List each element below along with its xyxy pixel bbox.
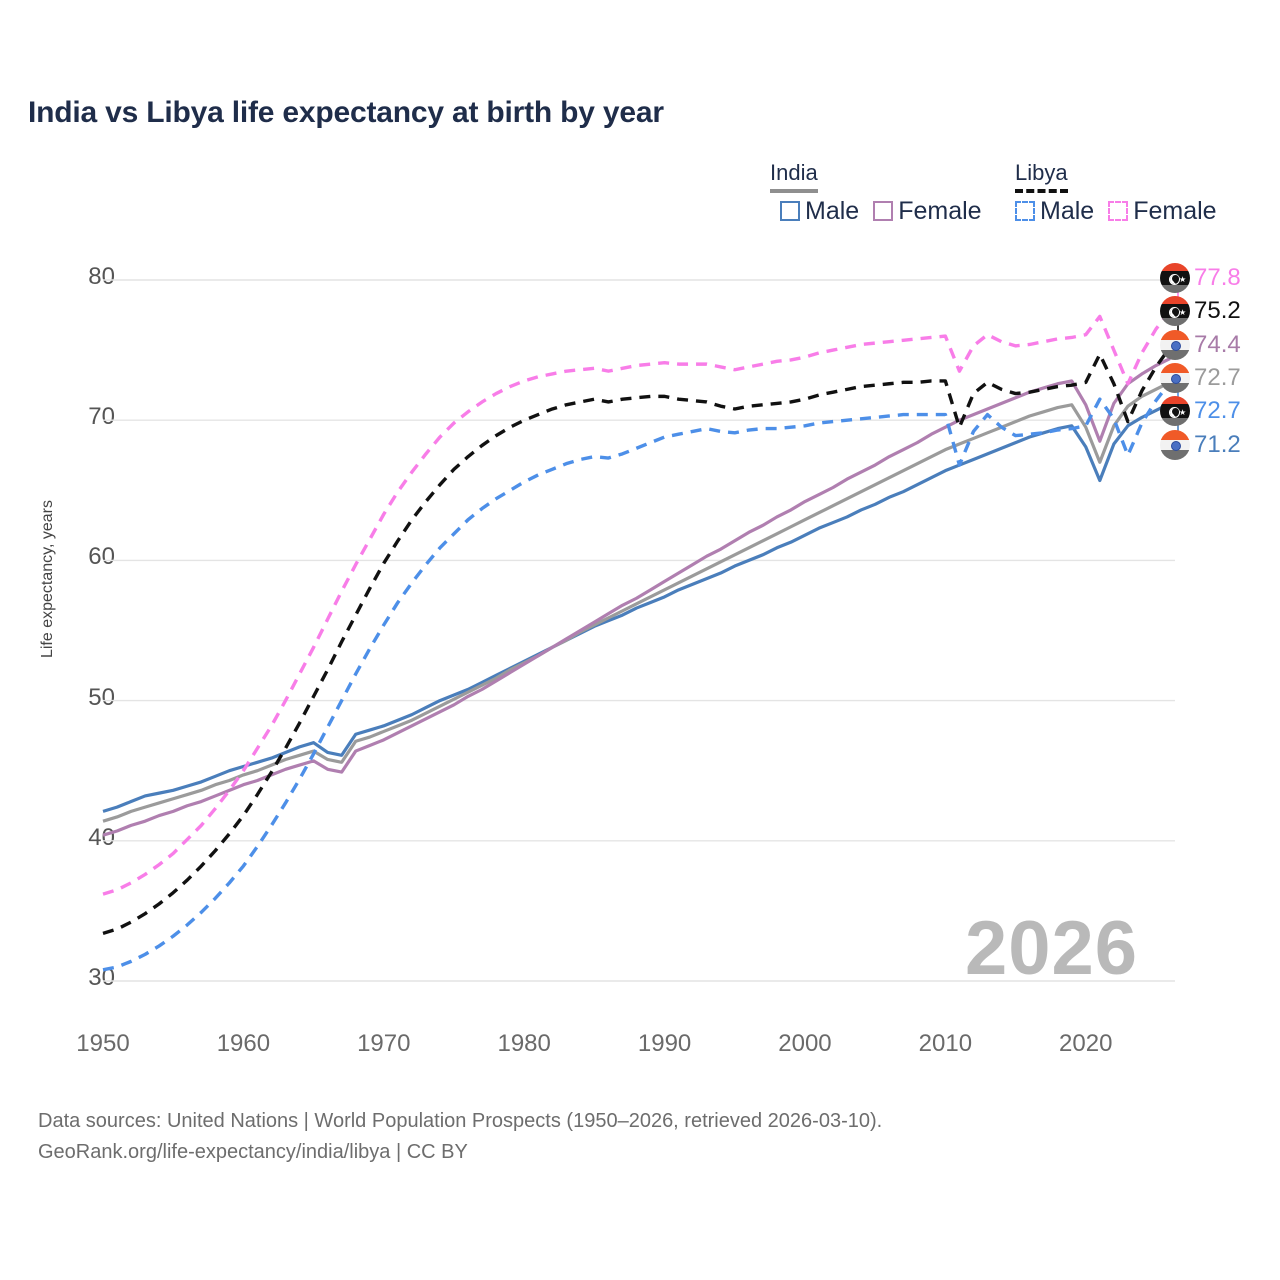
libya-flag-icon: ★ [1160, 396, 1190, 426]
end-label: 72.7 [1160, 363, 1241, 393]
footer-line-sources: Data sources: United Nations | World Pop… [38, 1110, 883, 1132]
end-label-value: 72.7 [1194, 397, 1241, 424]
square-dashed-outline-icon [1015, 201, 1035, 221]
end-label-value: 77.8 [1194, 264, 1241, 291]
end-label: 74.4 [1160, 330, 1241, 360]
end-label: 71.2 [1160, 430, 1241, 460]
legend-item-india-female[interactable]: Female [873, 197, 982, 225]
chart-footer: Data sources: United Nations | World Pop… [38, 1106, 882, 1168]
footer-line-attribution: GeoRank.org/life-expectancy/india/libya … [38, 1141, 468, 1163]
x-axis-tick-label: 2020 [1059, 1030, 1113, 1057]
x-axis-tick-label: 1990 [637, 1030, 692, 1057]
square-dashed-outline-icon [1108, 201, 1129, 221]
legend-country-libya: Libya [1015, 160, 1068, 193]
legend-label-india-male: Male [805, 197, 860, 225]
legend-item-india-male[interactable]: Male [780, 198, 859, 224]
legend-label-libya-male: Male [1040, 197, 1095, 225]
end-label: ★ 75.2 [1160, 296, 1241, 326]
legend-label-india-female: Female [898, 197, 982, 225]
libya-flag-icon: ★ [1160, 263, 1190, 293]
square-outline-icon [873, 201, 894, 221]
x-axis-ticks: 1950 1960 1970 1980 1990 2000 2010 2020 [76, 1030, 1113, 1057]
legend-label-libya-female: Female [1133, 197, 1217, 225]
libya-flag-icon: ★ [1160, 296, 1190, 326]
x-axis-tick-label: 2010 [918, 1030, 973, 1057]
legend-items-india: Male Female [780, 198, 996, 224]
x-axis-tick-label: 1970 [357, 1030, 411, 1057]
legend-group-libya: Libya Male Female [1015, 160, 1217, 224]
end-label-value: 75.2 [1194, 297, 1241, 324]
india-flag-icon [1160, 363, 1190, 393]
end-label-value: 74.4 [1194, 331, 1241, 358]
end-label: ★ 77.8 [1160, 263, 1241, 293]
end-label-value: 72.7 [1194, 364, 1241, 391]
legend-group-india: India Male Female [770, 160, 982, 224]
x-axis-tick-label: 2000 [778, 1030, 832, 1057]
legend-item-libya-male[interactable]: Male [1015, 198, 1094, 224]
end-label: ★ 72.7 [1160, 396, 1241, 426]
india-flag-icon [1160, 430, 1190, 460]
end-label-value: 71.2 [1194, 431, 1241, 458]
legend-items-libya: Male Female [1015, 198, 1231, 224]
x-axis-tick-label: 1960 [216, 1030, 271, 1057]
series-end-labels: ★ 77.8 ★ 75.2 74.4 72.7 ★ 72.7 71.2 [1160, 0, 1280, 1040]
legend-item-libya-female[interactable]: Female [1108, 197, 1217, 225]
x-axis-tick-label: 1980 [497, 1030, 551, 1057]
square-outline-icon [780, 201, 800, 221]
india-flag-icon [1160, 330, 1190, 360]
x-axis-tick-label: 1950 [76, 1030, 130, 1057]
chart-legend: India Male Female Libya Male Female [760, 160, 1260, 240]
legend-country-india: India [770, 160, 818, 193]
page-title: India vs Libya life expectancy at birth … [28, 96, 664, 129]
y-axis-tick-label: 80 [88, 263, 115, 290]
